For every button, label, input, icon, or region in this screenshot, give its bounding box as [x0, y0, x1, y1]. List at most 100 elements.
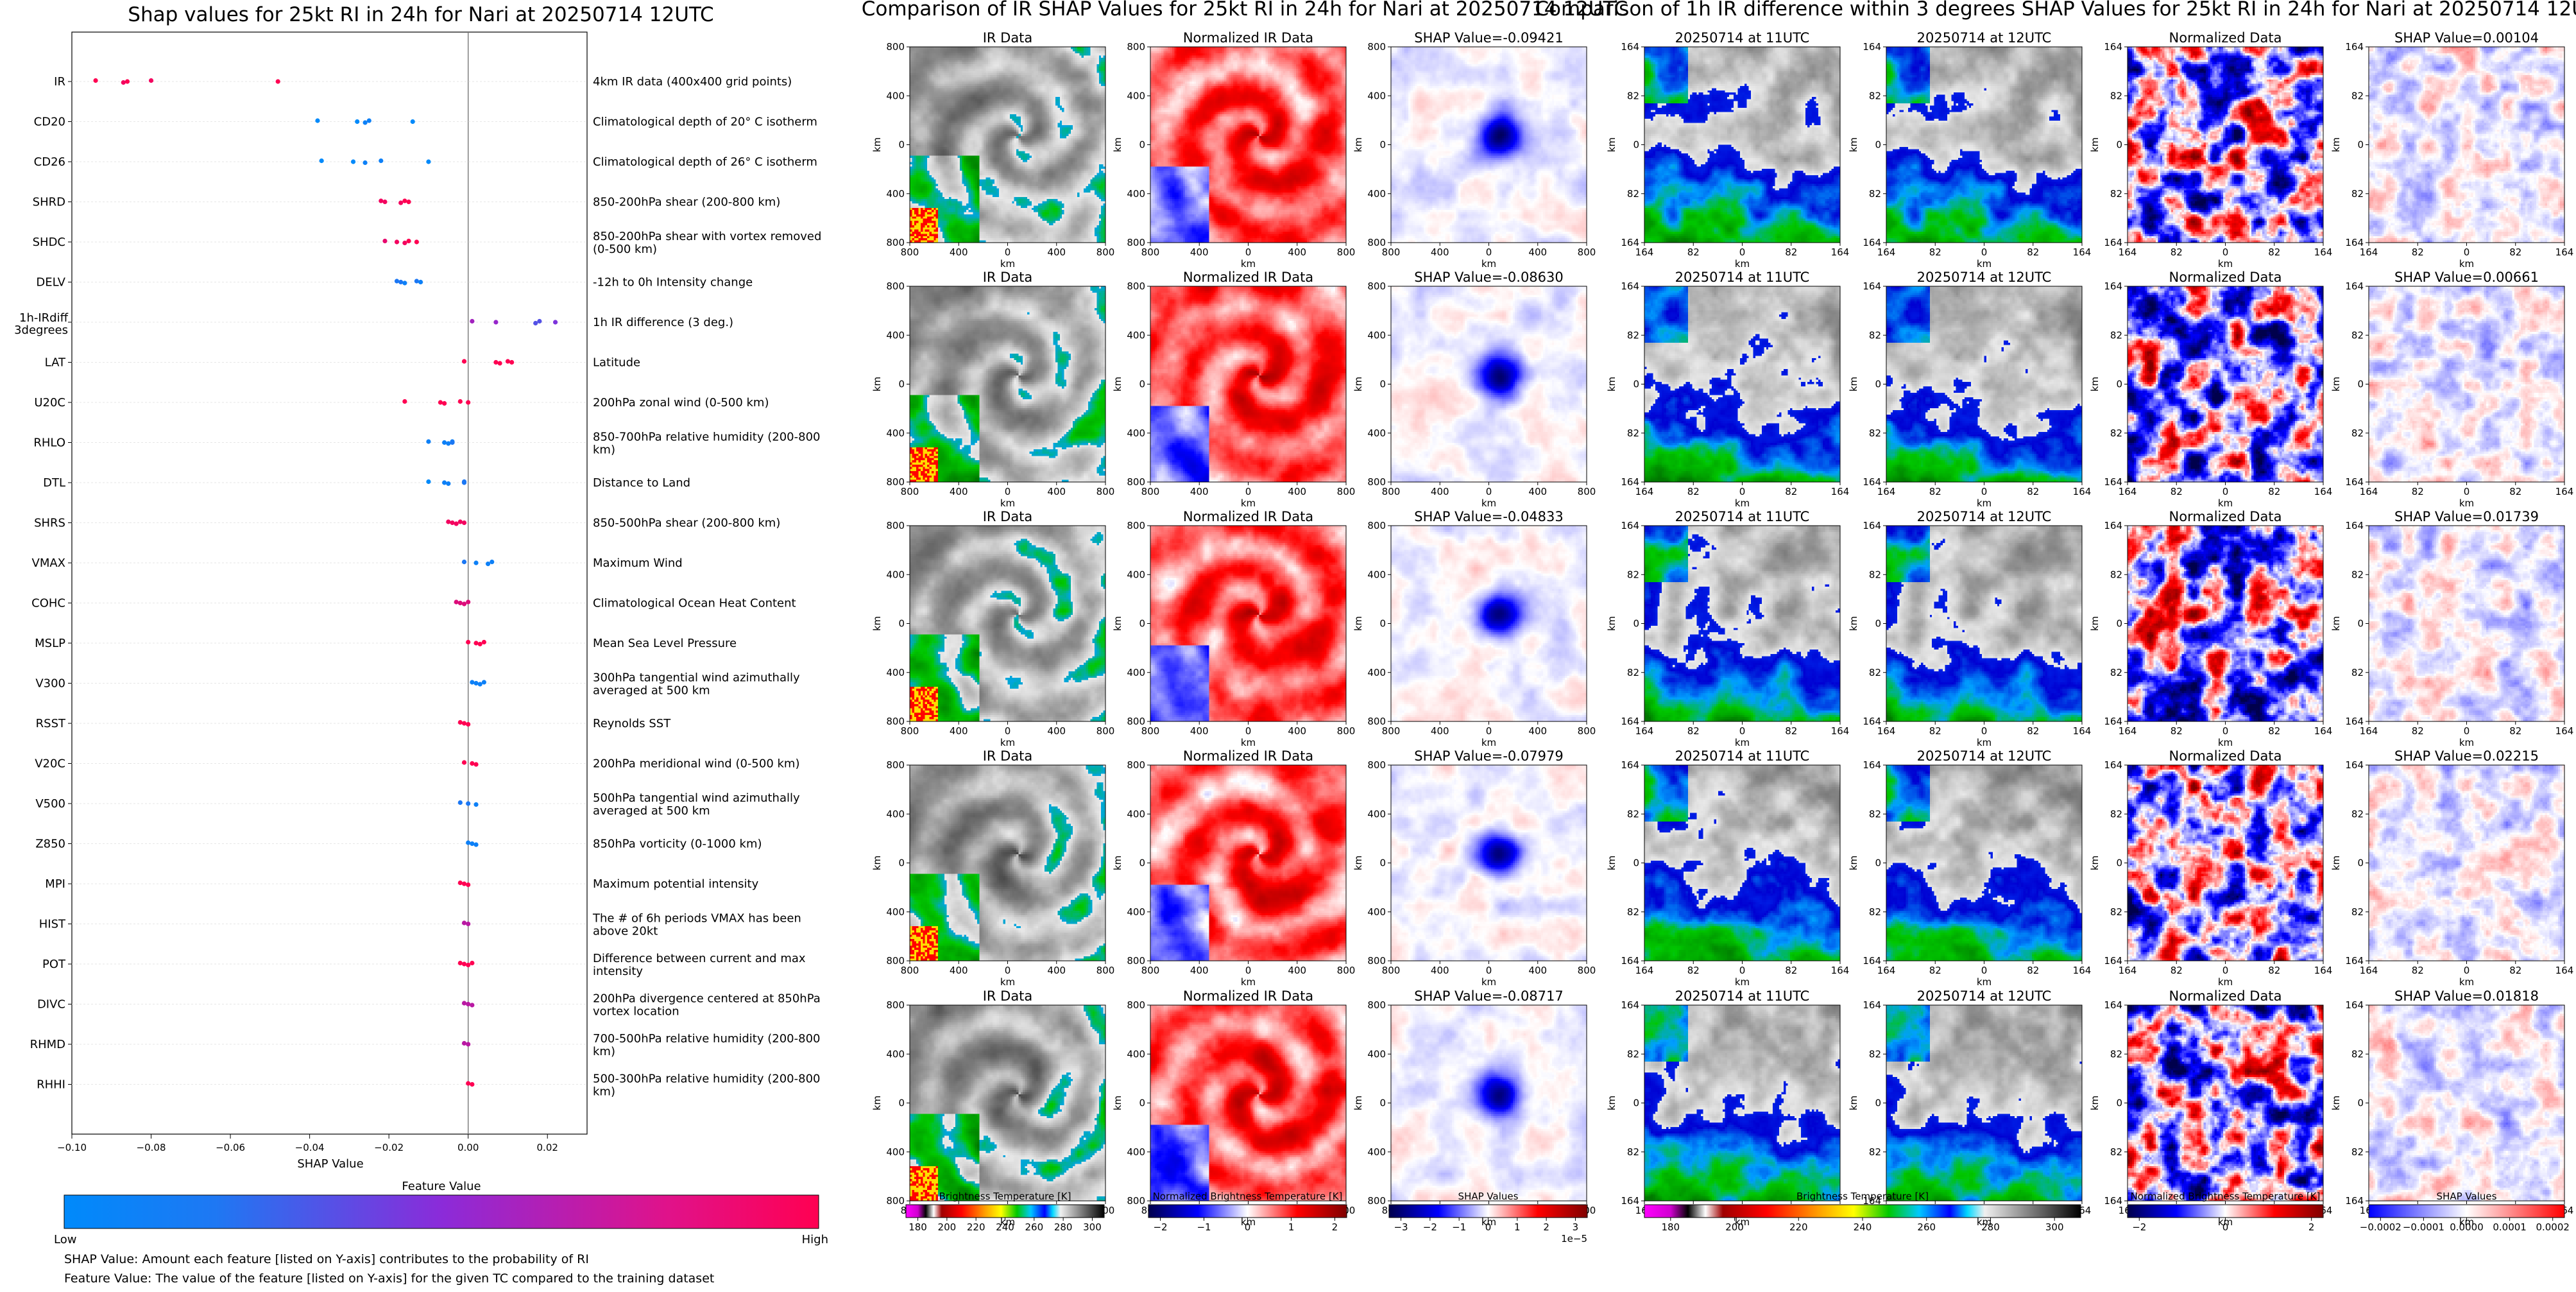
y-axis-label: km — [1112, 616, 1123, 631]
plot-frame — [71, 31, 588, 1135]
feature-description: Maximum potential intensity — [593, 877, 759, 891]
colorbar-tick-label: −1 — [1197, 1221, 1211, 1233]
feature-label: RHMD — [30, 1038, 65, 1051]
y-tick-label: 82 — [2351, 1048, 2364, 1060]
feature-description: 700-500hPa relative humidity (200-800 km) — [593, 1032, 820, 1058]
x-tick-label: 164 — [2555, 246, 2574, 258]
y-axis-label: km — [871, 616, 883, 631]
ir-11utc-panel: 20250714 at 11UTC1641648282008282164164k… — [1606, 30, 1849, 270]
panel-title: IR Data — [983, 748, 1033, 764]
shap-point — [466, 840, 471, 845]
feature-description: Maximum Wind — [593, 556, 683, 570]
y-axis-label: km — [1112, 137, 1123, 152]
y-tick-label: 800 — [1367, 1195, 1386, 1207]
y-axis-label: km — [871, 377, 883, 392]
x-tick-label: 82 — [2509, 486, 2521, 497]
x-tick-label: 82 — [1687, 965, 1700, 976]
x-axis-label: km — [2218, 976, 2233, 988]
y-tick-label: 0 — [1633, 857, 1639, 869]
y-tick-label: 0 — [1875, 139, 1881, 151]
y-tick-label: 400 — [1127, 329, 1145, 341]
panel-title: 20250714 at 11UTC — [1675, 30, 1810, 46]
x-axis-label: km — [1241, 258, 1256, 270]
feature-description: Difference between current and max intens… — [593, 952, 806, 978]
y-axis-label: km — [1848, 1096, 1859, 1110]
shap-point — [366, 118, 371, 123]
feature-description: Climatological Ocean Heat Content — [593, 597, 796, 610]
x-tick-label: 164 — [2314, 965, 2333, 976]
colorbar — [1644, 1204, 2081, 1218]
y-axis-label: km — [2089, 1096, 2101, 1110]
shap-point — [473, 842, 479, 847]
y-tick-label: 0 — [2357, 379, 2364, 390]
x-tick-label: 800 — [1578, 965, 1596, 976]
y-tick-label: 82 — [2110, 329, 2122, 341]
y-axis-label: km — [2089, 616, 2101, 631]
feature-description: 850hPa vorticity (0-1000 km) — [593, 838, 762, 851]
shap-point — [406, 238, 411, 244]
y-tick-label: 800 — [886, 41, 905, 53]
shap-point — [473, 762, 479, 767]
x-axis-label: km — [1481, 258, 1496, 270]
panel-title: 20250714 at 11UTC — [1675, 270, 1810, 285]
y-tick-label: 400 — [886, 329, 905, 341]
y-tick-label: 0 — [1139, 139, 1145, 151]
y-tick-label: 0 — [1633, 379, 1639, 390]
y-axis-label: km — [1606, 1096, 1617, 1110]
y-axis-label: km — [2330, 616, 2342, 631]
diff-shap-colorbar: SHAP Values −0.0002 −0.0001 0.0000 0.0001 0.0… — [2360, 1191, 2570, 1233]
feature-label: RSST — [36, 717, 66, 730]
heatmap-image — [2128, 1005, 2323, 1201]
y-tick-label: 0 — [1379, 857, 1386, 869]
ir-11utc-panel: 20250714 at 11UTC1641648282008282164164k… — [1606, 748, 1849, 988]
shap-point — [461, 961, 467, 967]
feature-description: 500hPa tangential wind azimuthally averag… — [593, 791, 800, 818]
ir-12utc-panel: 20250714 at 12UTC1641648282008282164164k… — [1848, 30, 2091, 270]
ir-12utc-panel: 20250714 at 12UTC1641648282008282164164k… — [1848, 270, 2091, 509]
x-tick-label: 82 — [2027, 486, 2039, 497]
x-tick-label: 0 — [1005, 725, 1011, 737]
feature-label: SHDC — [33, 236, 65, 249]
shap-points-delv — [394, 279, 423, 286]
shap-point — [454, 599, 459, 605]
y-tick-label: 800 — [1127, 955, 1145, 967]
x-tick-label: 0 — [1245, 486, 1252, 497]
x-tick-label: 164 — [1877, 965, 1896, 976]
panel-title: Normalized Data — [2169, 270, 2282, 285]
y-tick-label: 82 — [2351, 667, 2364, 678]
y-tick-label: 82 — [1869, 90, 1881, 101]
panel-title: SHAP Value=-0.04833 — [1414, 509, 1564, 524]
feature-description: 200hPa zonal wind (0-500 km) — [593, 396, 769, 409]
y-tick-label: 164 — [2104, 999, 2122, 1011]
colorbar-label: Brightness Temperature [K] — [1796, 1191, 1929, 1202]
shap-point — [537, 318, 542, 324]
feature-label: LAT — [45, 356, 66, 370]
feature-colorbar-title: Feature Value — [402, 1180, 481, 1193]
shap-points-v20c — [461, 760, 479, 767]
y-tick-label: 82 — [2110, 1048, 2122, 1060]
colorbar-tick-label: 0.0002 — [2536, 1221, 2570, 1233]
y-tick-label: 400 — [1127, 906, 1145, 918]
feature-description: 850-200hPa shear with vortex removed (0-5… — [593, 230, 821, 256]
x-tick-label: 164 — [2073, 965, 2092, 976]
x-axis-label: km — [1000, 1216, 1015, 1228]
ir-shap-colorbar: SHAP Values −3 −2 −1 0 1 2 31e−5 — [1388, 1191, 1588, 1245]
shap-point — [481, 680, 487, 685]
y-tick-label: 800 — [886, 999, 905, 1011]
shap-points-lat — [461, 359, 515, 366]
y-tick-label: 0 — [2357, 618, 2364, 630]
shap-point — [454, 521, 459, 526]
y-axis-label: km — [1352, 1096, 1364, 1110]
shap-point — [505, 359, 511, 364]
feature-description: Latitude — [593, 356, 640, 370]
y-tick-label: 164 — [1863, 759, 1881, 771]
colorbar-tick-label: −3 — [1394, 1221, 1408, 1233]
feature-label: V20C — [35, 757, 65, 771]
shap-point — [470, 318, 475, 324]
heatmap-image — [1886, 47, 2082, 243]
y-tick-label: 164 — [1863, 520, 1881, 531]
feature-label: IR — [54, 75, 65, 89]
y-tick-label: 82 — [1627, 1048, 1639, 1060]
y-tick-label: 82 — [2110, 1146, 2122, 1158]
